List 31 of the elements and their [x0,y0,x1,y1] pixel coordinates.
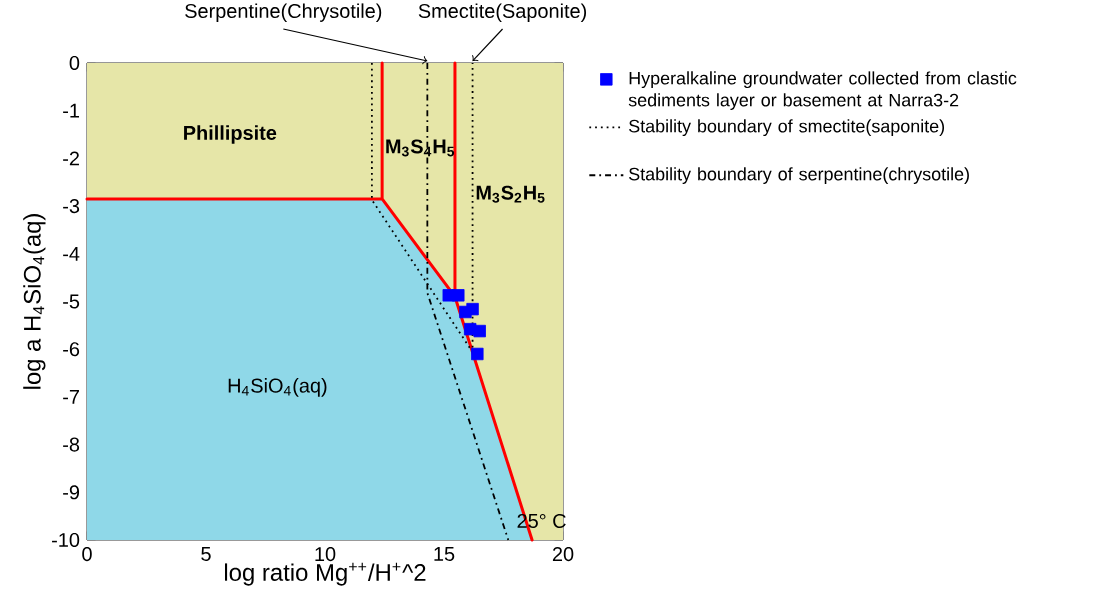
point [466,302,479,316]
annotation: M$_{3}$S$_{2}$H$_{5}$ [476,185,545,203]
y-tick-label: -1 [63,103,79,118]
y-tick-label: -7 [63,390,79,404]
y-tick-label: -9 [63,485,80,500]
point [473,324,486,338]
y-tick-label: -3 [63,199,80,214]
x-tick-label: 10 [315,547,336,562]
x-axis-title: log ratio Mg$^{++}$/H$^{+}$^2 [224,562,426,586]
x-tick-label: 20 [552,547,574,562]
y-axis-title: log a H$_{4}$SiO$_{4}$(aq) [23,214,46,389]
annotation: Phillipsite [184,125,277,144]
annotation: Smectite(Saponite) [418,3,587,22]
y-tick-label: -4 [63,246,80,261]
x-tick-label: 0 [82,547,92,562]
point [452,289,465,302]
legend-label: Hyperalkaline groundwater collected from clastic sediments layer or basement at Narra3-2 [628,71,1017,110]
legend-label: Stability boundary of smectite(saponite) [629,119,945,137]
point [471,347,484,361]
y-tick-label: -5 [63,294,80,309]
annotation: Serpentine(Chrysotile) [185,3,382,22]
annotation: M$_{3}$S$_{4}$H$_{5}$ [386,139,455,157]
annotation: H$_{4}$SiO$_{4}$(aq) [228,378,327,397]
y-tick-label: -6 [63,342,80,357]
x-tick-label: 5 [201,547,211,561]
y-tick-label: -10 [52,532,80,548]
y-tick-label: -8 [63,437,80,452]
x-tick-label: 15 [434,547,455,561]
y-tick-label: -2 [63,151,79,166]
legend-label: Stability boundary of serpentine(chrysotile) [629,167,969,184]
y-tick-label: 0 [69,55,80,71]
